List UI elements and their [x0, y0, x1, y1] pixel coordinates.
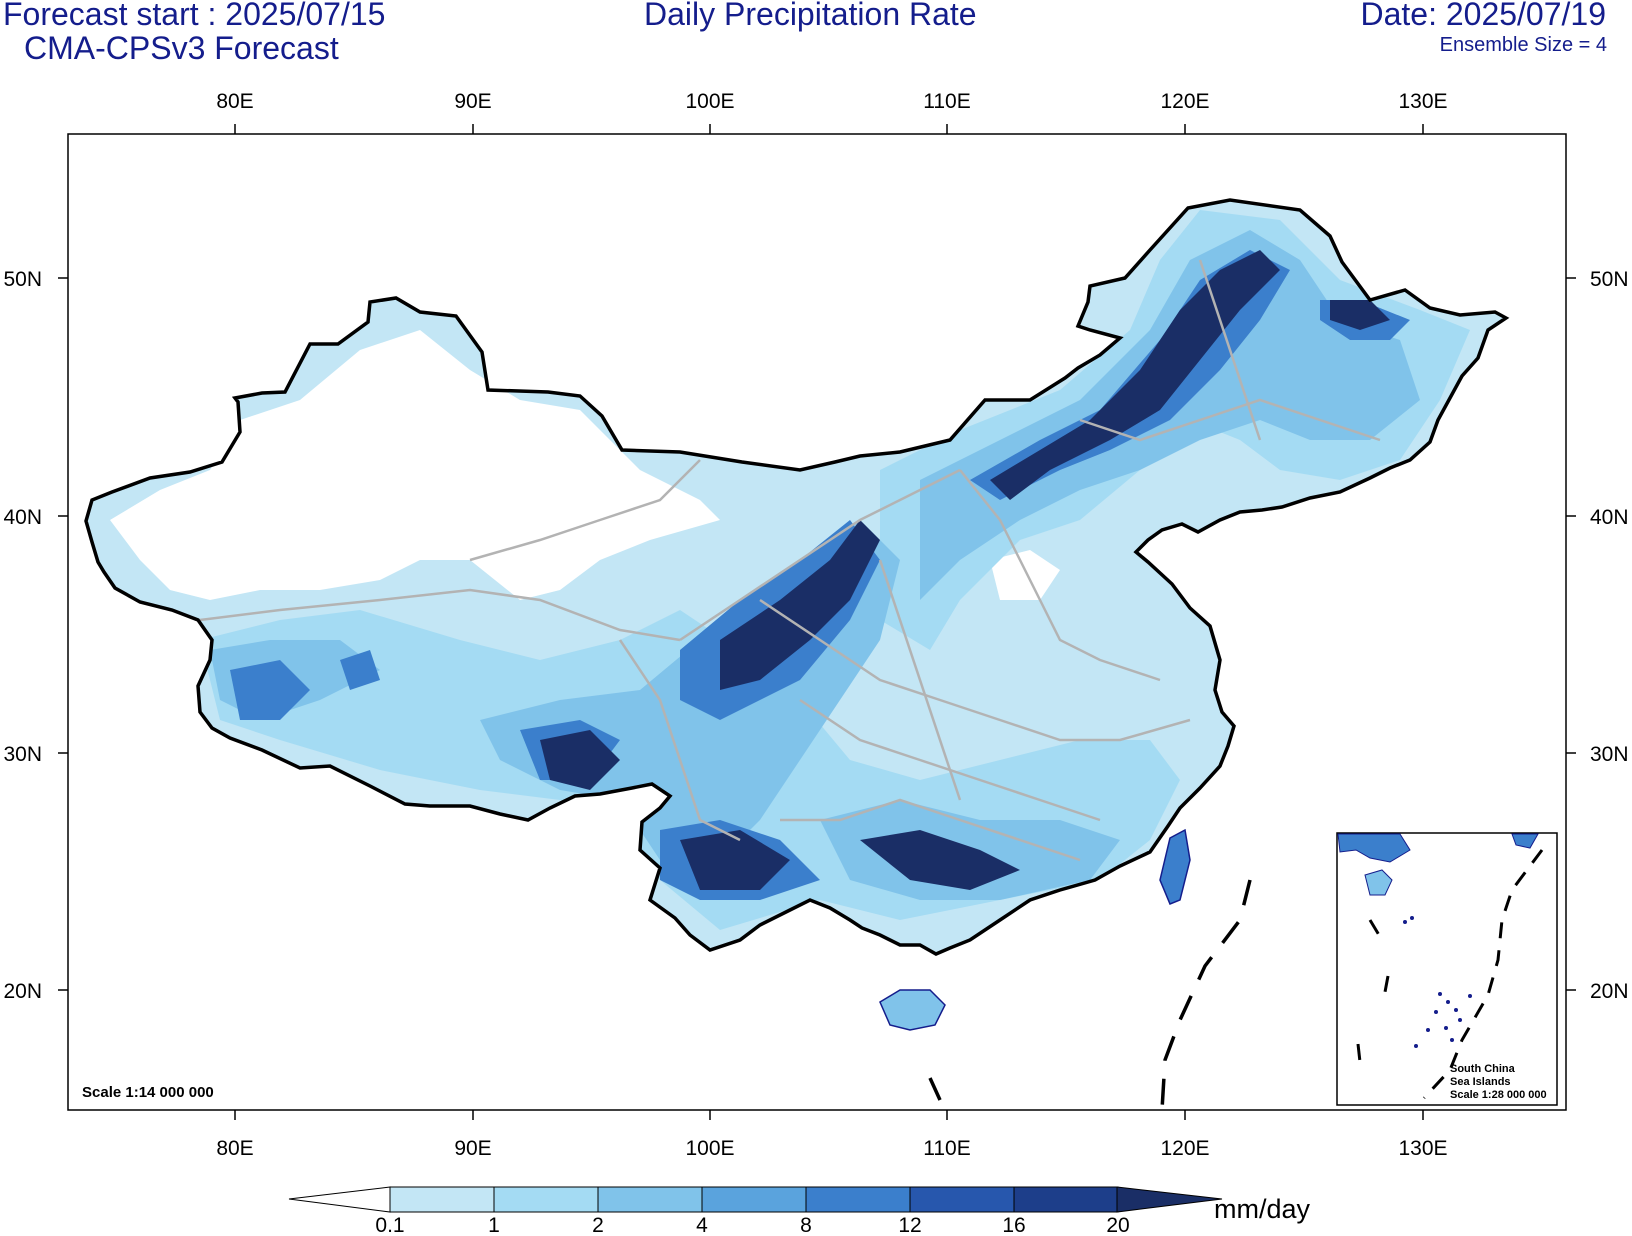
- lon-label-bottom-100e: 100E: [685, 1137, 734, 1160]
- lon-label-top-120e: 120E: [1160, 90, 1209, 113]
- colorbar-bin-1: [493, 1186, 599, 1213]
- map-scale-label: Scale 1:14 000 000: [82, 1084, 214, 1101]
- lat-label-right-40n: 40N: [1590, 506, 1629, 529]
- taiwan-island: [1159, 828, 1191, 905]
- colorbar-level-label: 4: [696, 1214, 708, 1236]
- model-name-label: CMA-CPSv3 Forecast: [24, 30, 339, 66]
- colorbar-level-label: 2: [592, 1214, 604, 1236]
- lon-label-bottom-130e: 130E: [1398, 1137, 1447, 1160]
- colorbar-level-label: 0.1: [375, 1214, 404, 1236]
- colorbar-bin-3: [701, 1186, 807, 1213]
- province-boundaries: [199, 259, 1381, 862]
- lon-label-top-80e: 80E: [216, 90, 253, 113]
- axis-ticks: [58, 124, 1576, 1120]
- lat-label-left-20n: 20N: [3, 980, 42, 1003]
- south-china-sea-inset: South China Sea Islands Scale 1:28 000 0…: [1336, 832, 1558, 1106]
- ensemble-size-label: Ensemble Size = 4: [1439, 34, 1607, 56]
- colorbar: 0.1 1 2 4 8 12 16 20 mm/day: [288, 1186, 1311, 1236]
- inset-label-line1: South China: [1450, 1063, 1516, 1075]
- lat-label-left-40n: 40N: [3, 506, 42, 529]
- colorbar-unit-label: mm/day: [1214, 1194, 1311, 1224]
- lon-label-top-110e: 110E: [923, 90, 971, 113]
- colorbar-bin-6: [1013, 1186, 1119, 1213]
- lat-label-left-50n: 50N: [3, 268, 42, 291]
- lon-label-bottom-90e: 90E: [454, 1137, 491, 1160]
- map-title: Daily Precipitation Rate: [644, 0, 977, 32]
- lat-label-right-30n: 30N: [1590, 743, 1629, 766]
- precipitation-field: [86, 200, 1506, 954]
- lon-label-top-100e: 100E: [685, 90, 734, 113]
- colorbar-level-label: 16: [1002, 1214, 1025, 1236]
- lon-label-bottom-120e: 120E: [1160, 1137, 1209, 1160]
- colorbar-level-label: 12: [898, 1214, 921, 1236]
- maritime-dashed-boundary: [928, 879, 1252, 1110]
- valid-date-label: Date: 2025/07/19: [1360, 0, 1606, 32]
- colorbar-level-label: 1: [488, 1214, 500, 1236]
- inset-label-line3: Scale 1:28 000 000: [1450, 1089, 1547, 1101]
- colorbar-bin-4: [805, 1186, 911, 1213]
- lon-label-top-130e: 130E: [1398, 90, 1447, 113]
- lat-label-right-20n: 20N: [1590, 980, 1629, 1003]
- hainan-island: [879, 989, 946, 1031]
- colorbar-bin-0: [389, 1186, 495, 1213]
- lat-label-right-50n: 50N: [1590, 268, 1629, 291]
- lat-label-left-30n: 30N: [3, 743, 42, 766]
- inset-label-line2: Sea Islands: [1450, 1076, 1511, 1088]
- colorbar-bin-2: [597, 1186, 703, 1213]
- colorbar-bin-5: [909, 1186, 1015, 1213]
- colorbar-high-arrow: [1116, 1186, 1223, 1213]
- plot-frame: [67, 133, 1567, 1111]
- lon-label-bottom-110e: 110E: [923, 1137, 971, 1160]
- colorbar-level-label: 8: [800, 1214, 812, 1236]
- lon-label-bottom-80e: 80E: [216, 1137, 253, 1160]
- forecast-start-label: Forecast start : 2025/07/15: [3, 0, 386, 32]
- lon-label-top-90e: 90E: [454, 90, 491, 113]
- colorbar-level-label: 20: [1106, 1214, 1129, 1236]
- colorbar-low-arrow: [288, 1186, 391, 1213]
